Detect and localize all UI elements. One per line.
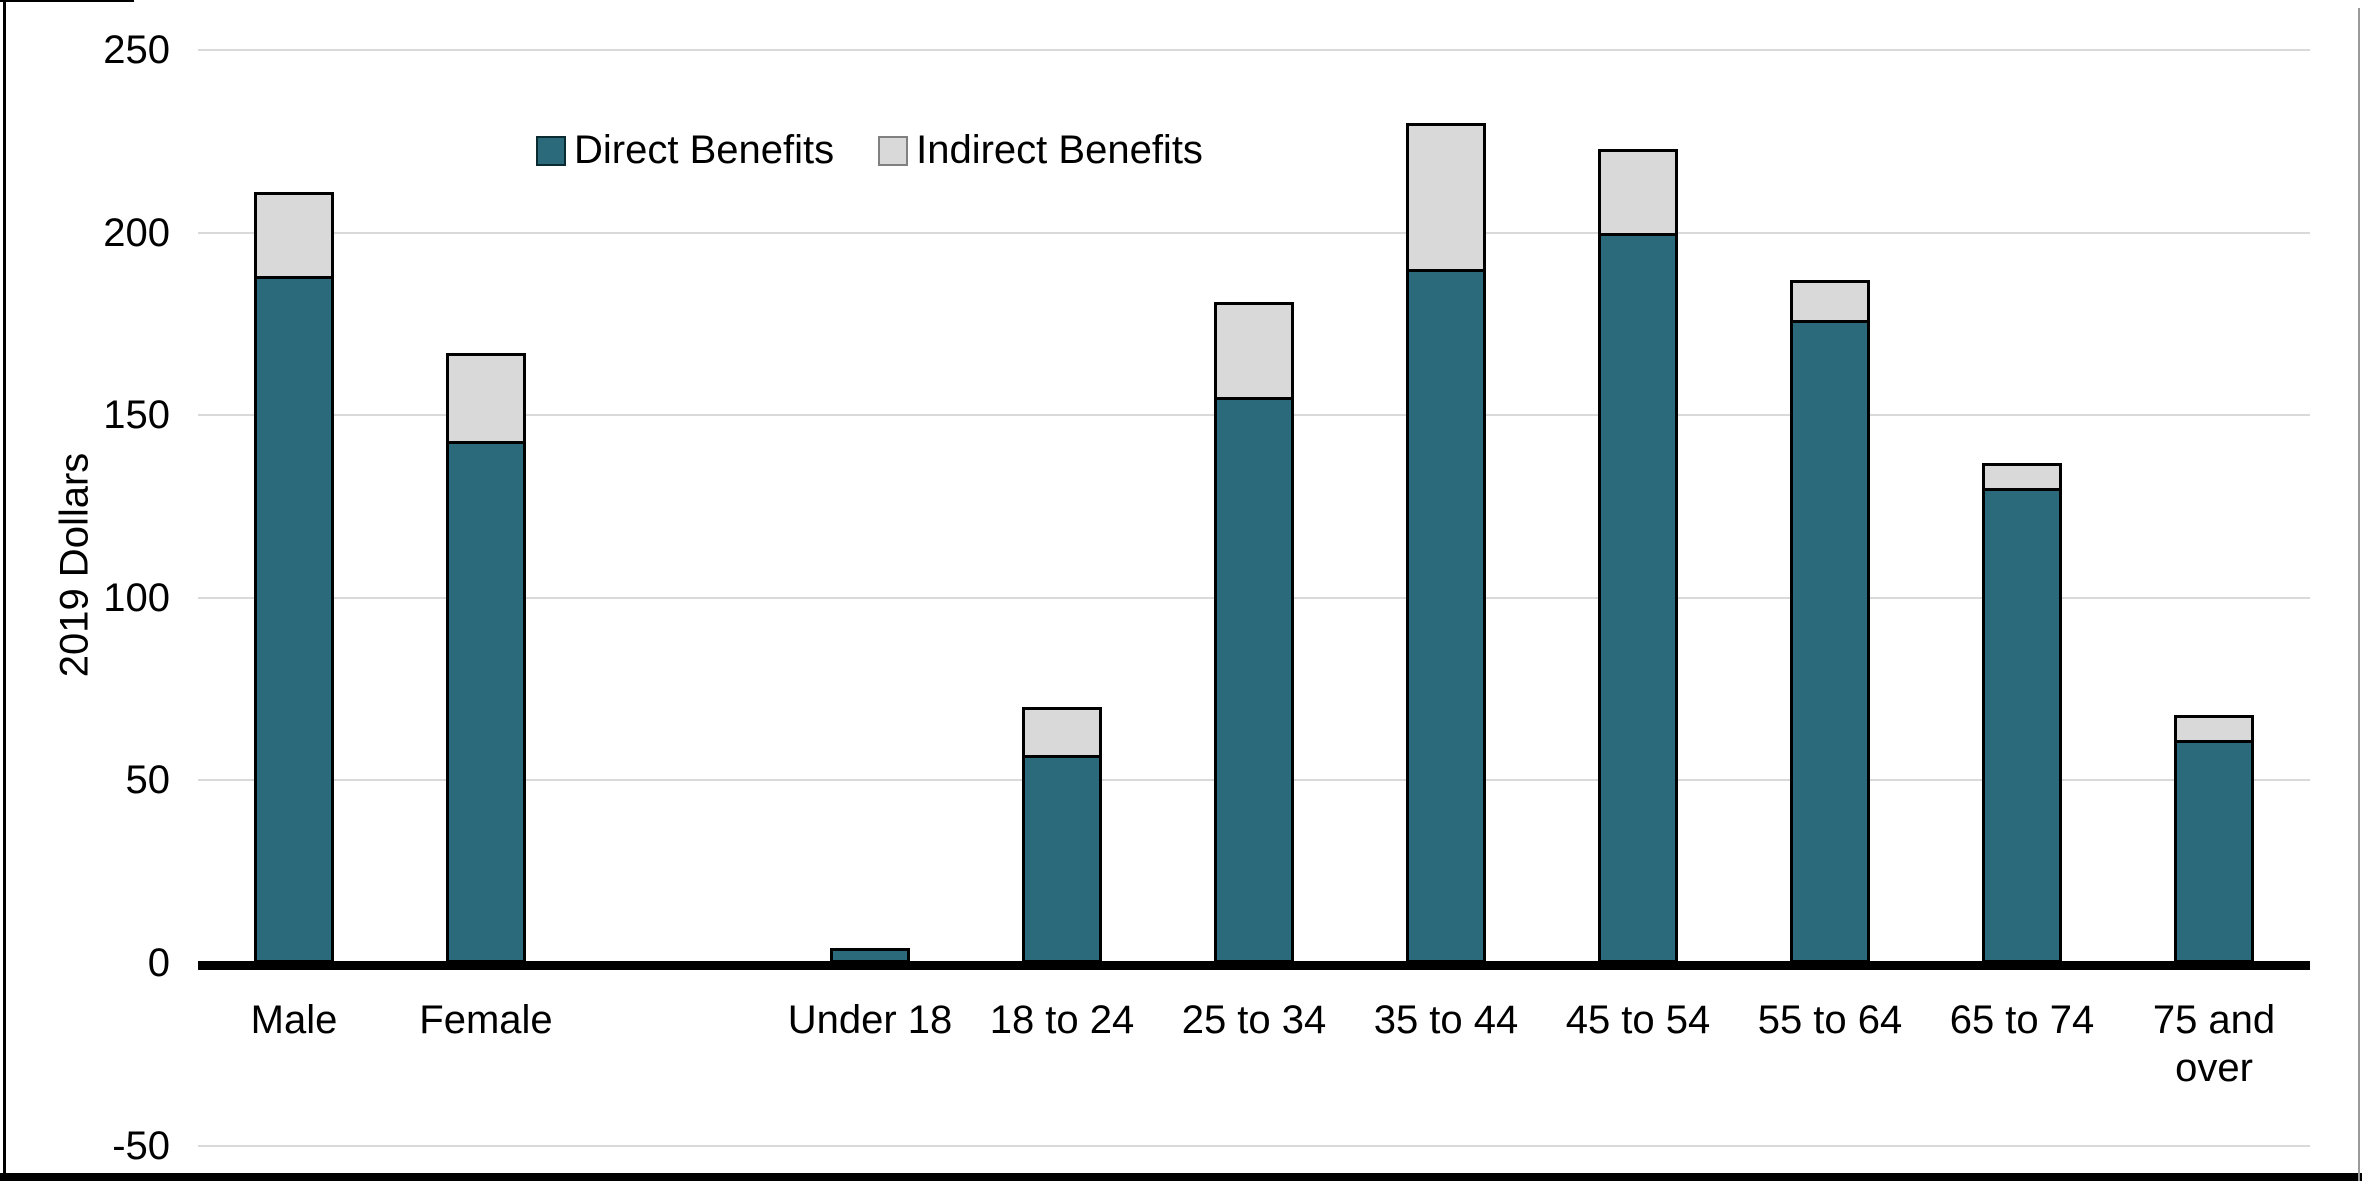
bar-segment-indirect	[2177, 717, 2251, 744]
x-axis-label-75-and-over: 75 and over	[2152, 998, 2276, 1090]
bar-female	[446, 353, 526, 963]
y-axis-title: 2019 Dollars	[52, 452, 97, 678]
bar-45-to-54	[1598, 148, 1678, 963]
figure-border-right	[2358, 8, 2360, 1181]
legend-item-direct-benefits: Direct Benefits	[536, 128, 834, 173]
y-tick-label-50: 50	[125, 758, 171, 803]
bar-segment-indirect	[257, 195, 331, 280]
bar-35-to-44	[1406, 123, 1486, 963]
x-axis-label-under-18: Under 18	[787, 998, 953, 1042]
gridline-200	[198, 231, 2310, 234]
x-axis-label-65-to-74: 65 to 74	[1949, 998, 2095, 1042]
x-axis-label-male: Male	[250, 998, 338, 1042]
bar-segment-indirect	[1025, 710, 1099, 758]
bar-segment-indirect	[1601, 151, 1675, 236]
bar-segment-indirect	[1409, 126, 1483, 273]
x-axis-label-45-to-54: 45 to 54	[1565, 998, 1711, 1042]
y-tick-label-200: 200	[103, 210, 170, 255]
figure-border-left	[3, 0, 6, 1181]
x-axis-zero-line	[198, 961, 2310, 970]
y-tick-label-0: 0	[147, 941, 170, 985]
x-axis-label-55-to-64: 55 to 64	[1757, 998, 1903, 1042]
gridline--50	[198, 1144, 2310, 1147]
bar-segment-indirect	[449, 356, 523, 444]
bar-25-to-34	[1214, 301, 1294, 963]
legend-label-direct-benefits: Direct Benefits	[574, 128, 835, 172]
bar-segment-indirect	[1793, 283, 1867, 324]
x-axis-label-35-to-44: 35 to 44	[1373, 998, 1519, 1042]
figure-border-top	[0, 0, 134, 2]
gridline-250	[198, 49, 2310, 51]
legend: Direct Benefits Indirect Benefits	[536, 128, 1203, 173]
figure-border-bottom	[0, 1173, 2362, 1181]
x-axis-label-18-to-24: 18 to 24	[989, 998, 1135, 1042]
legend-item-indirect-benefits: Indirect Benefits	[878, 128, 1203, 173]
x-axis-label-25-to-34: 25 to 34	[1181, 998, 1327, 1042]
bar-segment-indirect	[1217, 304, 1291, 400]
bar-18-to-24	[1022, 707, 1102, 963]
bar-55-to-64	[1790, 280, 1870, 963]
legend-label-indirect-benefits: Indirect Benefits	[916, 128, 1203, 172]
bar-segment-indirect	[1985, 465, 2059, 492]
x-axis-label-female: Female	[419, 998, 553, 1042]
bar-male	[254, 192, 334, 963]
y-tick-label--50: -50	[112, 1123, 170, 1168]
y-tick-label-100: 100	[103, 575, 170, 620]
y-tick-label-250: 250	[103, 28, 170, 72]
legend-swatch-indirect-icon	[878, 135, 909, 166]
bar-65-to-74	[1982, 462, 2062, 963]
legend-swatch-direct-icon	[536, 135, 566, 166]
bar-75-and-over	[2174, 714, 2254, 963]
y-tick-label-150: 150	[103, 393, 170, 438]
